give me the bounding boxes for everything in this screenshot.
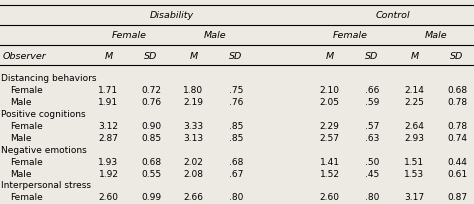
Text: M: M: [410, 52, 419, 61]
Text: Male: Male: [10, 169, 32, 178]
Text: 1.91: 1.91: [99, 98, 118, 107]
Text: 1.41: 1.41: [319, 157, 339, 166]
Text: 2.25: 2.25: [404, 98, 424, 107]
Text: 2.05: 2.05: [319, 98, 339, 107]
Text: 2.60: 2.60: [99, 192, 118, 201]
Text: Male: Male: [10, 133, 32, 142]
Text: Male: Male: [203, 31, 226, 40]
Text: 2.10: 2.10: [319, 86, 339, 95]
Text: 2.14: 2.14: [404, 86, 424, 95]
Text: .50: .50: [365, 157, 379, 166]
Text: SD: SD: [365, 52, 379, 61]
Text: 0.68: 0.68: [447, 86, 467, 95]
Text: .45: .45: [365, 169, 379, 178]
Text: Observer: Observer: [2, 52, 46, 61]
Text: .59: .59: [365, 98, 379, 107]
Text: .57: .57: [365, 121, 379, 130]
Text: 1.71: 1.71: [99, 86, 118, 95]
Text: 1.52: 1.52: [319, 169, 339, 178]
Text: 0.72: 0.72: [141, 86, 161, 95]
Text: Distancing behaviors: Distancing behaviors: [1, 74, 96, 83]
Text: 0.74: 0.74: [447, 133, 467, 142]
Text: .80: .80: [229, 192, 243, 201]
Text: .85: .85: [229, 121, 243, 130]
Text: 0.90: 0.90: [141, 121, 161, 130]
Text: 2.08: 2.08: [183, 169, 203, 178]
Text: 0.85: 0.85: [141, 133, 161, 142]
Text: 1.53: 1.53: [404, 169, 425, 178]
Text: SD: SD: [144, 52, 158, 61]
Text: 1.93: 1.93: [99, 157, 118, 166]
Text: .76: .76: [229, 98, 243, 107]
Text: 0.44: 0.44: [447, 157, 467, 166]
Text: Interpersonal stress: Interpersonal stress: [1, 181, 91, 190]
Text: .85: .85: [229, 133, 243, 142]
Text: 2.29: 2.29: [319, 121, 339, 130]
Text: 0.68: 0.68: [141, 157, 161, 166]
Text: Male: Male: [10, 98, 32, 107]
Text: 3.12: 3.12: [99, 121, 118, 130]
Text: .67: .67: [229, 169, 243, 178]
Text: .80: .80: [365, 192, 379, 201]
Text: Female: Female: [112, 31, 147, 40]
Text: Female: Female: [10, 192, 43, 201]
Text: M: M: [325, 52, 334, 61]
Text: Disability: Disability: [150, 11, 194, 20]
Text: 2.87: 2.87: [99, 133, 118, 142]
Text: 0.61: 0.61: [447, 169, 467, 178]
Text: 0.76: 0.76: [141, 98, 161, 107]
Text: 2.19: 2.19: [183, 98, 203, 107]
Text: 3.13: 3.13: [183, 133, 203, 142]
Text: .66: .66: [365, 86, 379, 95]
Text: 2.02: 2.02: [183, 157, 203, 166]
Text: 0.87: 0.87: [447, 192, 467, 201]
Text: 2.66: 2.66: [183, 192, 203, 201]
Text: Female: Female: [333, 31, 368, 40]
Text: SD: SD: [229, 52, 243, 61]
Text: 1.92: 1.92: [99, 169, 118, 178]
Text: Female: Female: [10, 86, 43, 95]
Text: 2.57: 2.57: [319, 133, 339, 142]
Text: SD: SD: [450, 52, 464, 61]
Text: .63: .63: [365, 133, 379, 142]
Text: 2.64: 2.64: [404, 121, 424, 130]
Text: 0.99: 0.99: [141, 192, 161, 201]
Text: 2.93: 2.93: [404, 133, 425, 142]
Text: Control: Control: [376, 11, 410, 20]
Text: 0.78: 0.78: [447, 98, 467, 107]
Text: 0.78: 0.78: [447, 121, 467, 130]
Text: M: M: [189, 52, 198, 61]
Text: Negative emotions: Negative emotions: [1, 145, 87, 154]
Text: .75: .75: [229, 86, 243, 95]
Text: Male: Male: [424, 31, 447, 40]
Text: M: M: [104, 52, 113, 61]
Text: 0.55: 0.55: [141, 169, 161, 178]
Text: 1.80: 1.80: [183, 86, 203, 95]
Text: 1.51: 1.51: [404, 157, 425, 166]
Text: 2.60: 2.60: [319, 192, 339, 201]
Text: Positive cognitions: Positive cognitions: [1, 110, 86, 119]
Text: 3.33: 3.33: [183, 121, 203, 130]
Text: .68: .68: [229, 157, 243, 166]
Text: Female: Female: [10, 157, 43, 166]
Text: 3.17: 3.17: [404, 192, 425, 201]
Text: Female: Female: [10, 121, 43, 130]
